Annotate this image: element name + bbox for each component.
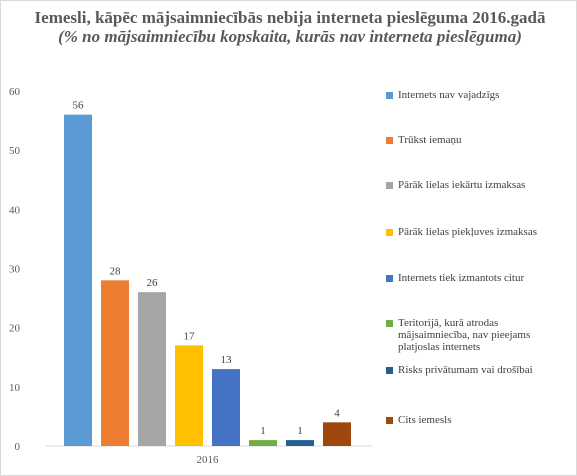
legend-label: Risks privātumam vai drošībai xyxy=(398,364,533,376)
legend-label: Pārāk lielas piekļuves izmaksas xyxy=(398,226,537,238)
bar xyxy=(138,292,166,446)
y-tick-label: 20 xyxy=(9,323,21,335)
bar xyxy=(64,114,92,447)
data-label: 1 xyxy=(260,425,266,437)
legend-swatch xyxy=(386,275,393,282)
legend-swatch xyxy=(386,182,393,189)
legend-swatch xyxy=(386,417,393,424)
bar xyxy=(175,345,203,446)
legend-swatch xyxy=(386,229,393,236)
data-label: 26 xyxy=(147,277,159,289)
x-tick-label: 2016 xyxy=(197,454,220,466)
legend-label: Internets nav vajadzīgs xyxy=(398,89,500,101)
bar xyxy=(101,280,129,446)
legend-swatch xyxy=(386,137,393,144)
data-label: 1 xyxy=(297,425,303,437)
data-label: 17 xyxy=(184,330,196,342)
legend-swatch xyxy=(386,92,393,99)
data-label: 13 xyxy=(221,354,233,366)
y-tick-label: 0 xyxy=(15,441,21,453)
y-tick-label: 40 xyxy=(9,204,21,216)
chart-title: Iemesli, kāpēc mājsaimniecībās nebija in… xyxy=(30,8,550,46)
y-tick-label: 60 xyxy=(9,86,21,98)
bar xyxy=(286,440,314,446)
legend-label: Internets tiek izmantots citur xyxy=(398,272,525,284)
y-tick-label: 10 xyxy=(9,382,21,394)
data-label: 4 xyxy=(334,407,340,419)
legend-label: Cits iemesls xyxy=(398,414,452,426)
bar xyxy=(249,440,277,446)
chart-title-sub: (% no mājsaimniecību kopskaita, kurās na… xyxy=(58,27,522,46)
bar xyxy=(212,369,240,446)
data-label: 28 xyxy=(110,265,122,277)
legend-swatch xyxy=(386,367,393,374)
data-label: 56 xyxy=(73,100,85,112)
y-tick-label: 30 xyxy=(9,264,21,276)
bar xyxy=(323,422,351,446)
chart-title-main: Iemesli, kāpēc mājsaimniecībās nebija in… xyxy=(34,8,546,27)
legend-label: Pārāk lielas iekārtu izmaksas xyxy=(398,179,526,191)
legend-swatch xyxy=(386,320,393,327)
y-tick-label: 50 xyxy=(9,145,21,157)
legend-label: Teritorijā, kurā atrodas mājsaimniecība,… xyxy=(398,317,531,353)
legend-label: Trūkst iemaņu xyxy=(398,134,462,146)
